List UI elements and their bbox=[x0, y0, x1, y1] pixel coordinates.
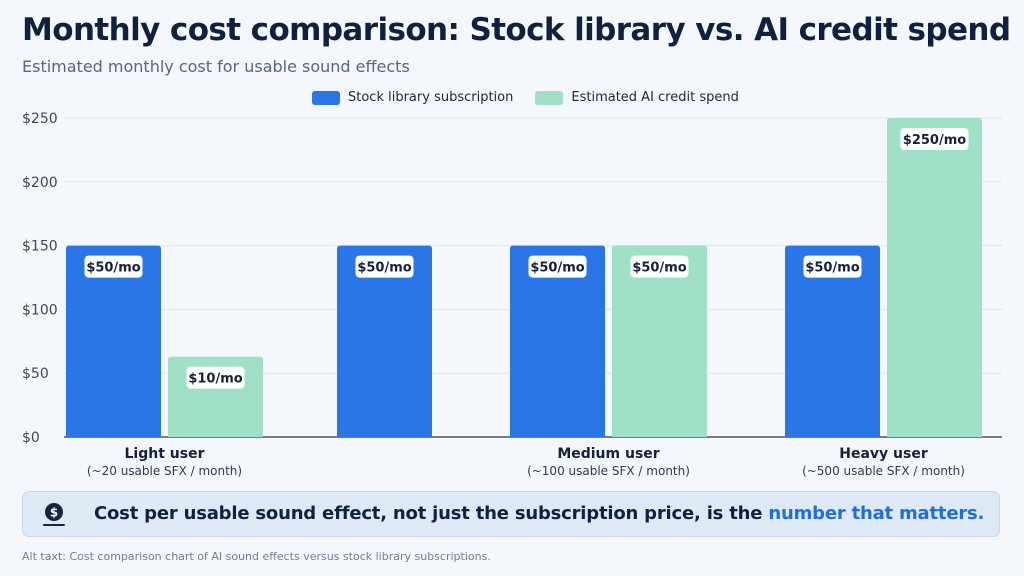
bar-value-label: $50/mo bbox=[530, 261, 584, 276]
bar-value-label-bg bbox=[355, 255, 414, 278]
legend-label-ai: Estimated AI credit spend bbox=[571, 90, 739, 105]
y-tick-label: $50 bbox=[22, 366, 49, 382]
bar-value-label: $50/mo bbox=[357, 261, 411, 276]
bar-value-label: $10/mo bbox=[188, 372, 242, 387]
bar-value-label-bg bbox=[84, 255, 143, 278]
bar bbox=[510, 245, 605, 437]
bar-value-label-bg bbox=[900, 128, 969, 150]
bar-value-label-bg bbox=[528, 255, 587, 278]
callout-banner: $ Cost per usable sound effect, not just… bbox=[22, 491, 1000, 537]
y-tick-label: $100 bbox=[22, 302, 58, 318]
legend-swatch-stock bbox=[312, 90, 340, 105]
bar-value-label: $50/mo bbox=[86, 261, 140, 276]
alt-text: Alt taxt: Cost comparison chart of AI so… bbox=[22, 550, 491, 563]
bar-value-label: $50/mo bbox=[632, 261, 686, 276]
bar-value-label: $250/mo bbox=[903, 133, 966, 148]
x-category-detail: (~20 usable SFX / month) bbox=[87, 464, 242, 478]
y-tick-label: $150 bbox=[22, 239, 58, 255]
chart-subtitle: Estimated monthly cost for usable sound … bbox=[22, 57, 410, 76]
bar bbox=[785, 245, 880, 437]
bar bbox=[612, 245, 707, 437]
callout-text: Cost per usable sound effect, not just t… bbox=[94, 503, 984, 524]
bar-value-label-bg bbox=[803, 255, 862, 278]
bar-value-label: $50/mo bbox=[805, 261, 859, 276]
callout-highlight-text: number that matters. bbox=[768, 503, 985, 524]
bar bbox=[337, 245, 432, 437]
dollar-coin-icon: $ bbox=[43, 503, 65, 526]
bar bbox=[66, 245, 161, 437]
x-category-label: Light user bbox=[125, 446, 205, 462]
y-tick-label: $200 bbox=[22, 175, 58, 191]
chart-legend: Stock library subscription Estimated AI … bbox=[312, 90, 761, 105]
legend-item-ai: Estimated AI credit spend bbox=[535, 90, 739, 105]
bar-value-label-bg bbox=[630, 255, 689, 278]
y-tick-label: $0 bbox=[22, 430, 40, 446]
x-category-label: Heavy user bbox=[839, 446, 928, 462]
legend-swatch-ai bbox=[535, 90, 564, 105]
x-category-label: Medium user bbox=[557, 446, 659, 462]
legend-item-stock: Stock library subscription bbox=[312, 90, 513, 105]
y-tick-label: $250 bbox=[22, 111, 58, 127]
legend-label-stock: Stock library subscription bbox=[348, 90, 514, 105]
bar bbox=[887, 118, 982, 437]
bar-chart: $0 $50 $100 $150 $200 $250 $50/mo $10/mo $50/mo $… bbox=[22, 111, 1002, 478]
x-category-detail: (~100 usable SFX / month) bbox=[527, 464, 690, 478]
x-category-detail: (~500 usable SFX / month) bbox=[802, 464, 965, 478]
bar-value-label-bg bbox=[186, 366, 245, 389]
callout-main-text: Cost per usable sound effect, not just t… bbox=[94, 503, 769, 524]
chart-title: Monthly cost comparison: Stock library v… bbox=[22, 12, 1011, 48]
svg-text:$: $ bbox=[50, 506, 58, 520]
